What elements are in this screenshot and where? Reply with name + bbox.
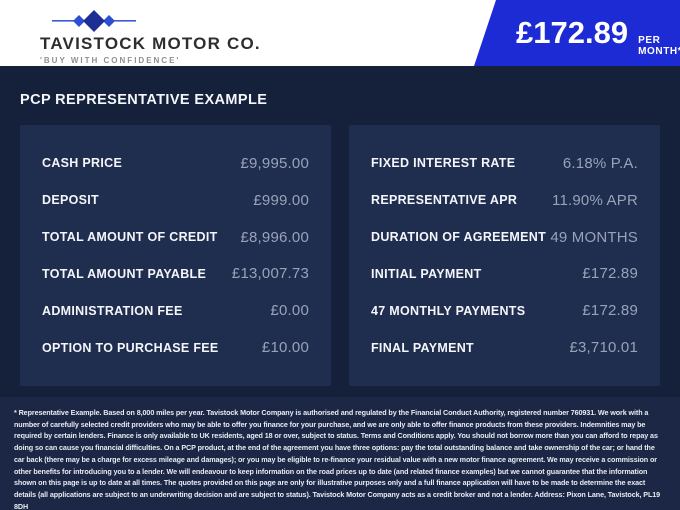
finance-row-final-payment: FINAL PAYMENT £3,710.01 [371,329,638,366]
row-label: OPTION TO PURCHASE FEE [42,340,219,355]
company-logo: TAVISTOCK MOTOR CO. 'BUY WITH CONFIDENCE… [40,9,261,65]
row-value: £172.89 [582,265,638,283]
monthly-price-suffix: PER MONTH* [638,35,680,57]
logo-diamond-icon [52,10,136,32]
row-value: 49 MONTHS [550,228,638,246]
finance-panels: CASH PRICE £9,995.00 DEPOSIT £999.00 TOT… [20,125,660,386]
row-label: TOTAL AMOUNT PAYABLE [42,266,207,281]
legal-disclaimer: * Representative Example. Based on 8,000… [14,408,661,510]
finance-row-monthly-payments: 47 MONTHLY PAYMENTS £172.89 [371,292,638,329]
finance-row-duration: DURATION OF AGREEMENT 49 MONTHS [371,219,638,256]
row-value: £3,710.01 [569,339,638,357]
finance-row-apr: REPRESENTATIVE APR 11.90% APR [371,182,638,219]
finance-row-total-credit: TOTAL AMOUNT OF CREDIT £8,996.00 [42,219,309,256]
monthly-price-banner: £172.89 PER MONTH* [474,0,680,66]
row-label: FINAL PAYMENT [371,340,474,355]
row-label: TOTAL AMOUNT OF CREDIT [42,230,218,245]
main-section: PCP REPRESENTATIVE EXAMPLE CASH PRICE £9… [0,66,680,397]
row-value: £999.00 [253,191,309,209]
finance-row-interest-rate: FIXED INTEREST RATE 6.18% P.A. [371,145,638,182]
row-value: £8,996.00 [240,228,309,246]
row-value: 11.90% APR [552,191,638,209]
row-label: REPRESENTATIVE APR [371,193,518,208]
finance-row-total-payable: TOTAL AMOUNT PAYABLE £13,007.73 [42,255,309,292]
finance-panel-left: CASH PRICE £9,995.00 DEPOSIT £999.00 TOT… [20,125,331,386]
monthly-price-value: £172.89 [516,15,629,50]
row-label: DEPOSIT [42,193,99,208]
page-title: PCP REPRESENTATIVE EXAMPLE [20,92,268,108]
row-label: DURATION OF AGREEMENT [371,230,547,245]
header-bar: TAVISTOCK MOTOR CO. 'BUY WITH CONFIDENCE… [0,0,680,66]
finance-row-purchase-fee: OPTION TO PURCHASE FEE £10.00 [42,329,309,366]
finance-row-cash-price: CASH PRICE £9,995.00 [42,145,309,182]
footer-section: * Representative Example. Based on 8,000… [0,397,680,510]
row-value: £172.89 [582,302,638,320]
finance-row-deposit: DEPOSIT £999.00 [42,182,309,219]
finance-panel-right: FIXED INTEREST RATE 6.18% P.A. REPRESENT… [349,125,660,386]
row-value: £13,007.73 [231,265,309,283]
row-value: 6.18% P.A. [562,154,638,172]
row-value: £10.00 [261,339,309,357]
row-label: FIXED INTEREST RATE [371,156,516,171]
company-name: TAVISTOCK MOTOR CO. [40,34,261,53]
row-label: CASH PRICE [42,156,123,171]
finance-row-initial-payment: INITIAL PAYMENT £172.89 [371,255,638,292]
company-tagline: 'BUY WITH CONFIDENCE' [40,56,181,65]
row-label: INITIAL PAYMENT [371,266,482,281]
row-value: £9,995.00 [240,154,309,172]
row-label: ADMINISTRATION FEE [42,303,183,318]
row-value: £0.00 [270,302,309,320]
finance-row-admin-fee: ADMINISTRATION FEE £0.00 [42,292,309,329]
row-label: 47 MONTHLY PAYMENTS [371,303,526,318]
